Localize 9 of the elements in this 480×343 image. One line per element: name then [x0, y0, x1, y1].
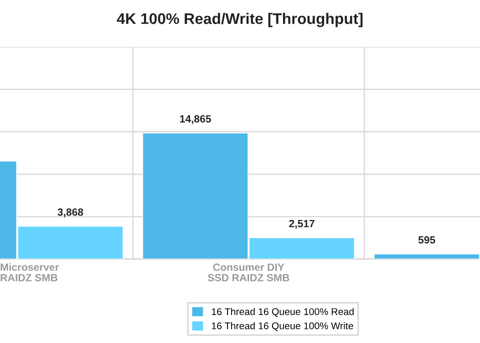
data-label: 2,517 — [289, 220, 314, 229]
data-label: 3,868 — [58, 208, 84, 218]
legend-label: 16 Thread 16 Queue 100% Write — [212, 322, 354, 332]
x-tick-label: Microserver RAIDZ SMB — [0, 263, 59, 282]
data-label: 14,865 — [180, 115, 212, 124]
x-tick-label: Consumer DIY SSD RAIDZ SMB — [208, 264, 290, 282]
data-label: 595 — [418, 236, 436, 244]
legend-label: 16 Thread 16 Queue 100% Read — [212, 308, 354, 317]
chart-title: 4K 100% Read/Write [Throughput] — [116, 12, 363, 28]
